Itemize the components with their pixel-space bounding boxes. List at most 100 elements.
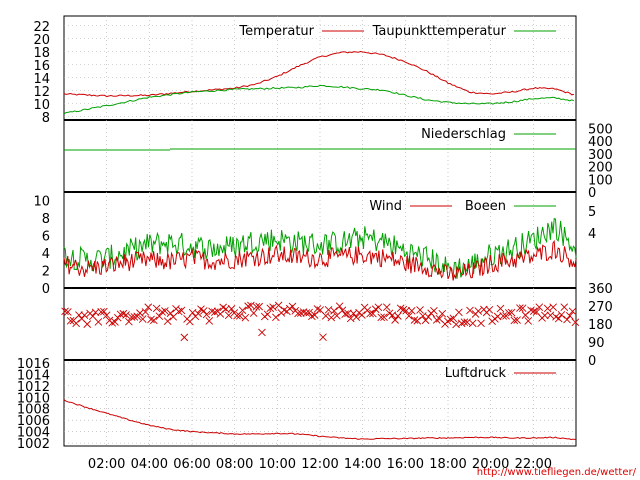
direction-point xyxy=(357,311,366,319)
direction-point xyxy=(161,307,169,315)
legend-temperature-label: Temperatur xyxy=(238,24,314,39)
direction-point xyxy=(252,303,261,311)
direction-point xyxy=(80,311,89,319)
direction-point xyxy=(274,301,283,310)
direction-point xyxy=(288,302,297,311)
direction-point xyxy=(563,315,571,324)
direction-point xyxy=(571,318,580,327)
x-tick-label: 14:00 xyxy=(344,457,381,472)
direction-point xyxy=(180,333,189,342)
direction-point xyxy=(568,307,577,316)
x-tick-label: 04:00 xyxy=(131,457,168,472)
direction-point xyxy=(402,306,411,315)
direction-point xyxy=(338,306,347,315)
direction-y-tick-label: 180 xyxy=(588,318,613,333)
direction-point xyxy=(222,305,230,313)
tick-labels: 02:00 04:00 06:00 08:00 10:00 12:00 14:00 16:00… xyxy=(17,20,613,472)
precip-y-tick-label: 200 xyxy=(588,161,613,176)
direction-point xyxy=(163,317,172,325)
direction-point xyxy=(94,318,103,326)
direction-point xyxy=(321,311,330,320)
direction-y-tick-label: 360 xyxy=(588,282,613,297)
direction-point xyxy=(327,313,336,322)
direction-y-tick-label: 0 xyxy=(588,354,596,369)
temp-y-tick-label: 8 xyxy=(42,111,50,126)
direction-point xyxy=(249,309,258,317)
direction-point xyxy=(468,319,477,328)
direction-point xyxy=(513,316,521,324)
direction-point xyxy=(374,303,383,312)
direction-point xyxy=(560,303,569,312)
direction-y-tick-label: 90 xyxy=(588,336,605,351)
wind-y-tick-label: 2 xyxy=(42,265,50,280)
wind-y-tick-label: 4 xyxy=(42,247,50,262)
direction-point xyxy=(335,302,344,311)
temp-y-tick-label: 12 xyxy=(33,85,50,100)
direction-point xyxy=(166,309,175,318)
direction-point xyxy=(535,303,544,312)
direction-point xyxy=(499,312,508,320)
pressure-y-tick-label: 1002 xyxy=(17,437,50,452)
x-tick-label: 10:00 xyxy=(259,457,296,472)
temperature-line xyxy=(63,50,574,98)
direction-point xyxy=(235,311,244,320)
direction-point xyxy=(296,309,305,317)
direction-point xyxy=(102,311,111,320)
direction-point xyxy=(211,308,219,316)
direction-point xyxy=(377,313,386,322)
direction-point xyxy=(518,304,527,312)
direction-point xyxy=(194,309,203,318)
wind-y-tick-label: 8 xyxy=(42,212,50,227)
direction-point xyxy=(557,311,566,319)
temp-y-tick-label: 14 xyxy=(33,72,50,87)
pressure-y-tick-label: 1014 xyxy=(17,368,50,383)
direction-point xyxy=(516,304,524,312)
pressure-y-tick-label: 1016 xyxy=(17,357,50,372)
direction-point xyxy=(541,311,549,320)
direction-point xyxy=(258,328,266,337)
direction-point xyxy=(341,310,349,319)
temp-y-tick-label: 16 xyxy=(33,59,50,74)
precip-y-tick-label: 300 xyxy=(588,148,613,163)
precip-y-tick-label: 500 xyxy=(588,122,613,137)
direction-point xyxy=(266,304,275,313)
direction-point xyxy=(280,306,288,314)
direction-point xyxy=(432,316,441,324)
direction-point xyxy=(241,313,250,322)
direction-point xyxy=(144,303,153,312)
wind-y-tick-label: 10 xyxy=(33,195,50,210)
direction-point xyxy=(466,306,474,315)
direction-point xyxy=(216,310,225,318)
direction-point xyxy=(111,318,119,326)
direction-point xyxy=(305,308,313,317)
legends: Temperatur Taupunkttemperatur Niederschlag… xyxy=(238,24,556,381)
direction-point xyxy=(244,302,252,311)
direction-point xyxy=(149,316,158,325)
direction-point xyxy=(64,308,72,316)
direction-point xyxy=(382,303,391,311)
direction-point xyxy=(407,306,416,315)
direction-point xyxy=(424,313,433,321)
temp-y-tick-label: 18 xyxy=(33,46,50,61)
direction-point xyxy=(224,311,233,320)
pressure-line xyxy=(63,399,577,441)
legend-precipitation-label: Niederschlag xyxy=(421,127,506,142)
x-tick-label: 02:00 xyxy=(88,457,125,472)
direction-point xyxy=(524,317,533,325)
x-tick-label: 12:00 xyxy=(301,457,338,472)
pressure-y-tick-label: 1004 xyxy=(17,426,50,441)
direction-point xyxy=(529,307,538,315)
direction-point xyxy=(263,310,272,319)
direction-point xyxy=(496,304,505,313)
direction-point xyxy=(313,305,322,313)
direction-point xyxy=(199,307,208,315)
direction-point xyxy=(330,307,338,315)
x-tick-label: 08:00 xyxy=(216,457,253,472)
direction-point xyxy=(438,309,447,318)
direction-point xyxy=(122,311,130,319)
x-tick-label: 20:00 xyxy=(472,457,509,472)
direction-point xyxy=(138,315,147,323)
direction-point xyxy=(485,305,494,314)
wind-y-tick-label: 6 xyxy=(42,230,50,245)
direction-point xyxy=(152,304,161,313)
